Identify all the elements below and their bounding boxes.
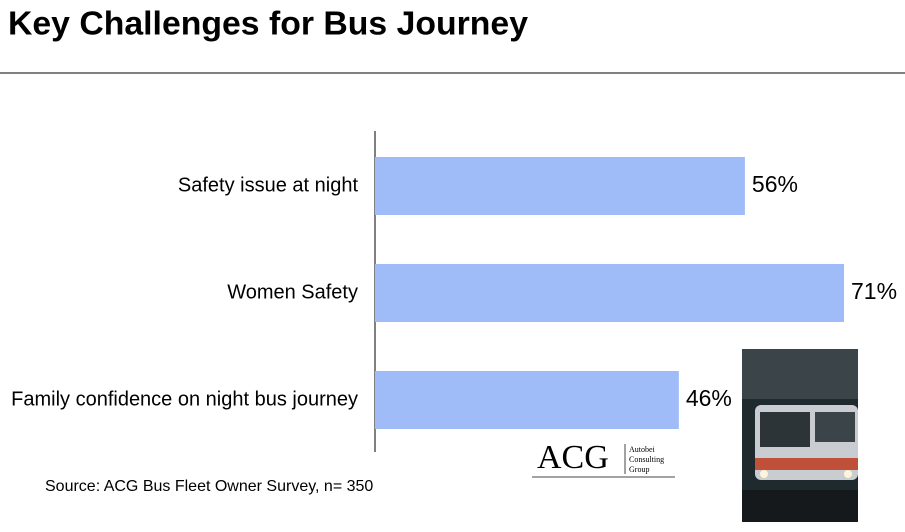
logo-mark: ACG bbox=[537, 439, 609, 476]
data-label: 46% bbox=[686, 385, 732, 411]
y-tick-label: Family confidence on night bus journey bbox=[11, 388, 358, 410]
logo-name: Group bbox=[629, 465, 649, 474]
source-note: Source: ACG Bus Fleet Owner Survey, n= 3… bbox=[45, 478, 373, 495]
bus-window bbox=[815, 412, 855, 442]
data-label: 56% bbox=[752, 171, 798, 197]
y-tick-label: Safety issue at night bbox=[178, 174, 359, 196]
bus-light bbox=[760, 470, 768, 478]
bus-window bbox=[760, 412, 810, 447]
chart-title: Key Challenges for Bus Journey bbox=[8, 5, 529, 42]
y-tick-label: Women Safety bbox=[227, 281, 358, 303]
bar bbox=[375, 157, 745, 215]
data-label: 71% bbox=[851, 278, 897, 304]
bus-photo bbox=[742, 349, 858, 522]
logo: ACG Autobei Consulting Group bbox=[532, 439, 675, 478]
bar bbox=[375, 371, 679, 429]
logo-name: Consulting bbox=[629, 455, 664, 464]
bus-stripe bbox=[755, 458, 858, 470]
photo-road bbox=[742, 490, 858, 522]
bar bbox=[375, 264, 844, 322]
logo-name: Autobei bbox=[629, 445, 656, 454]
bus-light bbox=[844, 470, 852, 478]
photo-sky bbox=[742, 349, 858, 399]
